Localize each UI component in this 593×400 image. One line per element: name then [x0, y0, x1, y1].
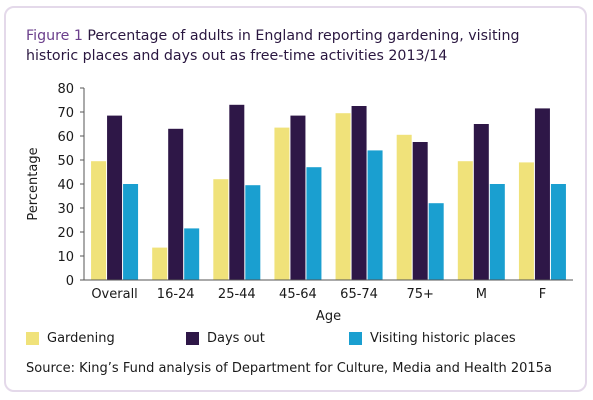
y-tick-label: 0 — [66, 274, 74, 289]
bar-days-out-f — [534, 108, 550, 281]
legend-label-gardening: Gardening — [47, 330, 115, 346]
x-tick-label: M — [476, 287, 487, 302]
legend-label-days-out: Days out — [207, 330, 265, 346]
y-tick-label: 80 — [57, 82, 74, 97]
legend-item-gardening: Gardening — [26, 328, 115, 348]
bar-gardening-f — [518, 162, 534, 280]
bar-visiting-historic-places-45-64 — [306, 167, 322, 280]
title-text: Percentage of adults in England reportin… — [26, 28, 520, 64]
axes-group: Overall 16-24 25-44 45-64 65-74 75+ M F 0 10 20 30 4… — [57, 82, 573, 302]
bar-days-out-65-74 — [351, 106, 367, 280]
legend-swatch-visiting-historic-places — [349, 331, 362, 345]
legend-swatch-days-out — [186, 331, 199, 345]
bar-gardening-m — [457, 161, 473, 280]
bar-days-out-overall — [107, 115, 123, 280]
x-tick-label: 16-24 — [157, 287, 195, 302]
legend-swatch-gardening — [26, 331, 39, 345]
figure-label: Figure 1 — [26, 28, 83, 44]
source-note: Source: King’s Fund analysis of Departme… — [26, 361, 552, 376]
x-tick-label: 65-74 — [340, 287, 378, 302]
bar-days-out-16-24 — [168, 128, 184, 280]
bar-visiting-historic-places-m — [489, 184, 505, 280]
bar-gardening-65-74 — [335, 113, 351, 280]
bars-group — [91, 104, 566, 281]
x-axis-label: Age — [316, 309, 341, 324]
bar-visiting-historic-places-f — [550, 184, 566, 280]
y-tick-label: 30 — [57, 202, 74, 217]
bar-visiting-historic-places-overall — [123, 184, 139, 280]
bar-gardening-overall — [91, 161, 107, 280]
bar-visiting-historic-places-16-24 — [184, 228, 200, 280]
y-tick-label: 60 — [57, 130, 74, 145]
bar-visiting-historic-places-65-74 — [367, 150, 383, 280]
y-tick-label: 40 — [57, 178, 74, 193]
y-tick-label: 50 — [57, 154, 74, 169]
bar-gardening-16-24 — [152, 247, 168, 280]
legend-item-visiting-historic-places: Visiting historic places — [349, 328, 516, 348]
y-tick-label: 10 — [57, 250, 74, 265]
x-tick-label: 25-44 — [218, 287, 256, 302]
y-tick-label: 70 — [57, 106, 74, 121]
bar-gardening-25-44 — [213, 179, 229, 280]
bar-days-out-25-44 — [229, 104, 245, 280]
x-tick-label: Overall — [91, 287, 137, 302]
legend-label-visiting-historic-places: Visiting historic places — [370, 330, 516, 346]
chart-title: Figure 1 Percentage of adults in England… — [26, 26, 566, 66]
x-tick-label: 75+ — [406, 287, 433, 302]
x-tick-label: 45-64 — [279, 287, 317, 302]
y-tick-label: 20 — [57, 226, 74, 241]
bar-gardening-45-64 — [274, 127, 290, 280]
bar-visiting-historic-places-75- — [428, 203, 444, 280]
y-axis-label: Percentage — [26, 147, 41, 220]
x-tick-label: F — [539, 287, 546, 302]
legend-item-days-out: Days out — [186, 328, 265, 348]
bar-gardening-75- — [396, 134, 412, 280]
bar-days-out-75- — [412, 142, 428, 280]
bar-days-out-m — [473, 124, 489, 280]
bar-visiting-historic-places-25-44 — [245, 185, 261, 280]
legend: Gardening Days out Visiting historic pla… — [26, 328, 566, 348]
bar-days-out-45-64 — [290, 115, 306, 280]
